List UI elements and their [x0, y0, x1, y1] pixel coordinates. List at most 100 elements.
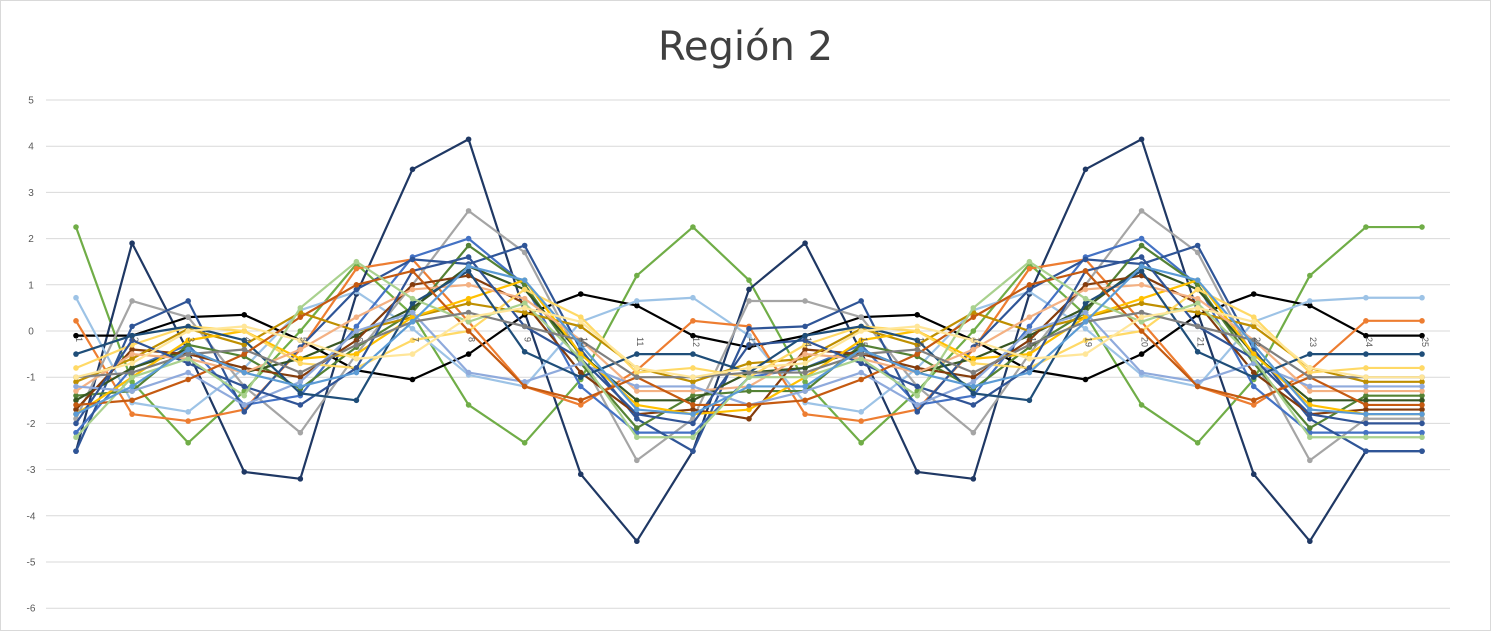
- data-point: [353, 286, 360, 293]
- data-point: [970, 374, 977, 381]
- data-point: [129, 379, 135, 385]
- data-point: [1026, 323, 1033, 330]
- data-point: [521, 383, 528, 390]
- data-point: [73, 332, 79, 339]
- data-point: [746, 388, 752, 394]
- data-point: [1419, 392, 1425, 399]
- data-point: [129, 332, 135, 339]
- data-point: [1194, 379, 1201, 385]
- data-point: [690, 374, 696, 381]
- data-point: [1307, 302, 1313, 309]
- data-point: [634, 406, 640, 413]
- data-point: [577, 323, 584, 330]
- data-point: [1419, 402, 1425, 408]
- data-point: [1250, 355, 1257, 362]
- data-point: [1419, 224, 1425, 230]
- data-point: [1082, 295, 1089, 302]
- data-point: [465, 318, 472, 325]
- data-point: [185, 328, 191, 334]
- data-point: [521, 440, 528, 446]
- data-point: [746, 374, 752, 381]
- data-point: [970, 314, 977, 320]
- data-point: [1138, 369, 1145, 376]
- data-point: [185, 346, 191, 353]
- data-point: [1250, 351, 1257, 357]
- data-point: [577, 369, 584, 376]
- data-point: [73, 434, 79, 441]
- data-point: [914, 342, 921, 348]
- data-point: [858, 369, 864, 376]
- data-point: [1026, 351, 1033, 357]
- data-point: [241, 392, 248, 399]
- data-point: [1363, 397, 1369, 404]
- data-point: [914, 346, 921, 353]
- data-point: [297, 328, 304, 334]
- data-point: [1307, 298, 1313, 304]
- data-point: [1138, 268, 1145, 274]
- data-point: [241, 369, 248, 376]
- data-point: [858, 376, 864, 383]
- data-point: [1363, 294, 1369, 301]
- data-point: [634, 415, 640, 422]
- data-point: [409, 282, 416, 288]
- data-point: [1138, 300, 1145, 307]
- data-point: [1363, 388, 1369, 394]
- data-point: [465, 263, 472, 270]
- x-tick-label: 8: [467, 337, 477, 342]
- data-point: [1307, 406, 1313, 413]
- data-point: [914, 392, 921, 399]
- data-point: [1138, 351, 1145, 357]
- data-point: [1026, 286, 1033, 293]
- data-point: [858, 337, 864, 344]
- data-point: [129, 388, 135, 394]
- y-tick-label: -5: [27, 558, 36, 569]
- data-point: [1363, 411, 1369, 417]
- data-point: [241, 328, 248, 334]
- data-point: [802, 369, 808, 376]
- data-point: [1250, 471, 1257, 478]
- data-point: [577, 397, 584, 404]
- y-tick-label: 5: [28, 96, 34, 107]
- data-point: [746, 365, 752, 371]
- data-point: [1419, 374, 1425, 381]
- data-point: [802, 355, 808, 362]
- data-point: [746, 360, 752, 367]
- data-point: [1082, 376, 1089, 383]
- y-tick-label: 1: [28, 280, 34, 291]
- data-point: [521, 242, 528, 249]
- data-point: [1307, 425, 1313, 431]
- data-point: [129, 397, 135, 404]
- data-point: [1363, 420, 1369, 427]
- data-point: [521, 300, 528, 307]
- data-point: [409, 300, 416, 307]
- data-point: [129, 298, 135, 304]
- x-tick-label: 21: [1196, 337, 1206, 347]
- data-point: [914, 351, 921, 357]
- data-point: [634, 411, 640, 417]
- data-point: [802, 397, 808, 404]
- data-point: [746, 406, 752, 413]
- data-point: [297, 369, 304, 376]
- data-point: [1026, 397, 1033, 404]
- data-point: [297, 337, 304, 344]
- data-point: [1194, 277, 1201, 283]
- data-point: [690, 383, 696, 390]
- data-point: [970, 337, 977, 344]
- data-point: [129, 337, 135, 344]
- data-point: [802, 332, 808, 339]
- data-point: [634, 365, 640, 371]
- data-point: [914, 328, 921, 334]
- data-point: [970, 429, 977, 436]
- data-point: [1307, 538, 1313, 545]
- data-point: [73, 392, 79, 399]
- y-tick-label: 0: [28, 327, 34, 338]
- data-point: [577, 342, 584, 348]
- data-point: [1363, 318, 1369, 324]
- data-point: [465, 351, 472, 357]
- data-point: [1363, 415, 1369, 422]
- data-point: [746, 298, 752, 304]
- data-point: [1363, 429, 1369, 436]
- x-tick-label: 13: [747, 337, 757, 347]
- data-point: [409, 337, 416, 344]
